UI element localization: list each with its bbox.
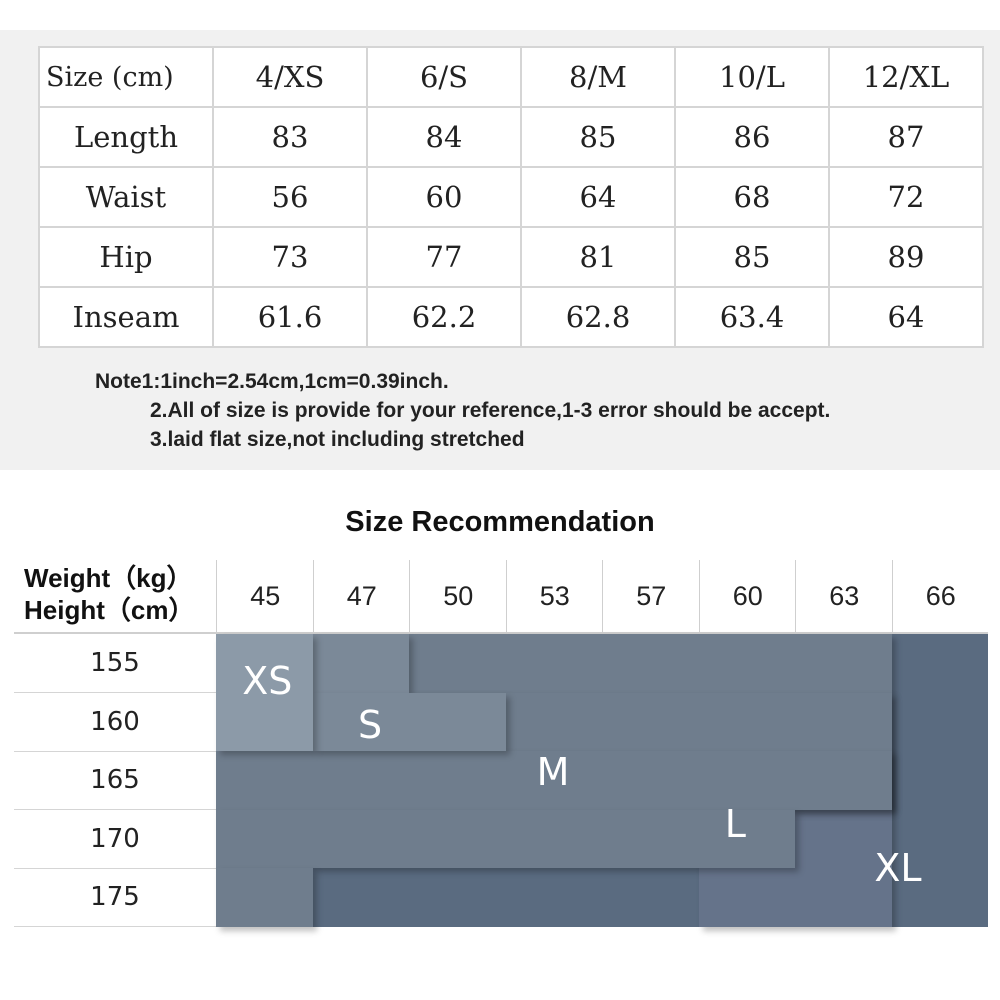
table-cell: 83 [212,106,368,168]
size-label-l: L [724,802,746,847]
height-row-label: 175 [14,868,216,928]
table-cell: 89 [828,226,984,288]
size-recommendation-grid: Weight（kg） Height（cm） 45 47 50 53 57 60 63 66 1… [14,560,988,928]
size-header-cell: Size (cm) [38,46,214,108]
table-cell: 60 [366,166,522,228]
note-1: Note1:1inch=2.54cm,1cm=0.39inch. [95,370,449,393]
row-label: Waist [38,166,214,228]
table-cell: 87 [828,106,984,168]
table-row: Hip 73 77 81 85 89 [38,226,984,288]
table-row: Inseam 61.6 62.2 62.8 63.4 64 [38,286,984,348]
size-table: Size (cm) 4/XS 6/S 8/M 10/L 12/XL Length… [38,46,984,348]
notes: Note1:1inch=2.54cm,1cm=0.39inch. 2.All o… [95,367,830,454]
note-2: 2.All of size is provide for your refere… [150,399,831,422]
table-cell: 85 [520,106,676,168]
row-label: Length [38,106,214,168]
table-cell: 61.6 [212,286,368,348]
size-zone-m [216,809,795,869]
height-row-label: 165 [14,751,216,811]
axis-labels: Weight（kg） Height（cm） [24,562,194,626]
weight-column-header: 50 [409,560,507,632]
table-cell: 63.4 [674,286,830,348]
size-zone-m [409,634,892,693]
height-axis-label: Height（cm） [24,595,195,625]
height-row-label: 155 [14,634,216,693]
weight-column-header: 45 [216,560,314,632]
height-row-label: 170 [14,810,216,869]
size-col-header: 8/M [520,46,676,108]
table-cell: 81 [520,226,676,288]
size-zone-m [216,868,313,927]
size-zone-s [312,634,409,693]
table-header-row: Size (cm) 4/XS 6/S 8/M 10/L 12/XL [38,46,984,108]
table-cell: 84 [366,106,522,168]
table-cell: 62.8 [520,286,676,348]
table-cell: 73 [212,226,368,288]
size-zone-xs [216,634,313,752]
weight-column-header: 66 [891,560,990,632]
table-cell: 56 [212,166,368,228]
table-cell: 77 [366,226,522,288]
table-cell: 68 [674,166,830,228]
table-cell: 64 [828,286,984,348]
table-cell: 62.2 [366,286,522,348]
weight-column-header: 60 [698,560,797,632]
size-label-s: S [358,702,383,747]
size-label-m: M [536,749,570,794]
size-col-header: 4/XS [212,46,368,108]
note-3: 3.laid flat size,not including stretched [150,428,525,451]
table-cell: 85 [674,226,830,288]
table-cell: 72 [828,166,984,228]
table-row: Length 83 84 85 86 87 [38,106,984,168]
weight-column-header: 47 [312,560,411,632]
recommendation-title: Size Recommendation [345,506,655,538]
table-row: Waist 56 60 64 68 72 [38,166,984,228]
size-zone-m [216,751,892,810]
row-label: Hip [38,226,214,288]
table-cell: 86 [674,106,830,168]
size-col-header: 6/S [366,46,522,108]
table-cell: 64 [520,166,676,228]
weight-axis-label: Weight（kg） [24,563,193,593]
row-label: Inseam [38,286,214,348]
size-col-header: 12/XL [828,46,984,108]
height-row-label: 160 [14,693,216,752]
size-zone-s [312,692,506,752]
size-label-xs: XS [242,658,293,703]
weight-header-row: Weight（kg） Height（cm） 45 47 50 53 57 60 63 66 [14,560,988,634]
size-col-header: 10/L [674,46,830,108]
weight-column-header: 53 [505,560,604,632]
size-label-xl: XL [874,846,922,891]
weight-column-header: 57 [602,560,700,632]
weight-column-header: 63 [795,560,893,632]
